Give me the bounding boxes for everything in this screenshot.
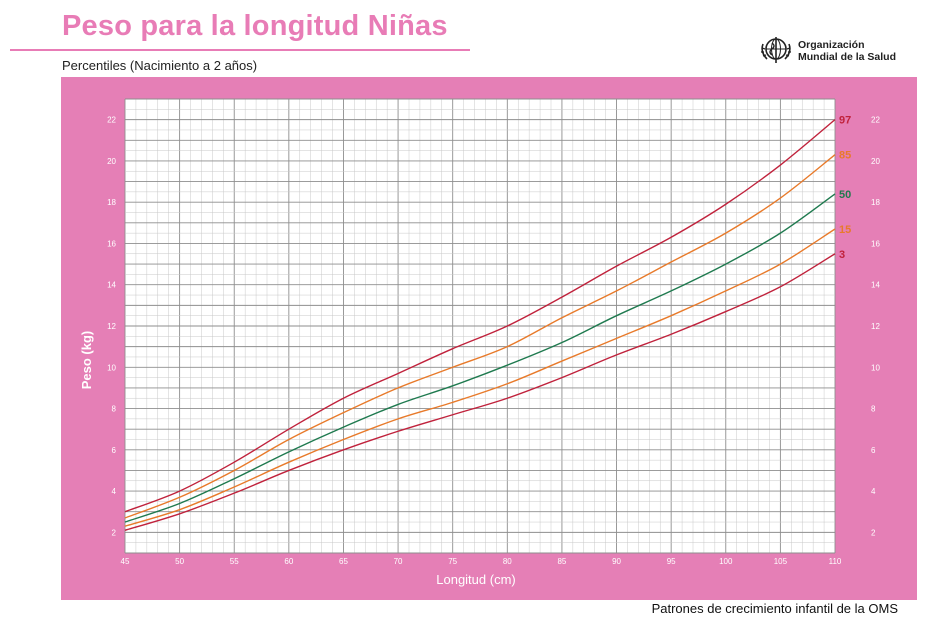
percentile-label-85: 85 [839, 150, 851, 162]
x-tick-label: 75 [448, 557, 457, 566]
title-rule [10, 49, 470, 51]
x-tick-label: 45 [121, 557, 130, 566]
y-tick-label-left: 16 [107, 239, 116, 248]
percentile-label-15: 15 [839, 224, 851, 236]
percentile-label-97: 97 [839, 115, 851, 127]
x-tick-label: 110 [829, 557, 842, 566]
y-tick-label-right: 6 [871, 446, 876, 455]
x-tick-label: 90 [612, 557, 621, 566]
page-title: Peso para la longitud Niñas [62, 10, 448, 42]
y-tick-label-left: 2 [112, 528, 117, 537]
y-tick-label-right: 22 [871, 116, 880, 125]
footer-text: Patrones de crecimiento infantil de la O… [651, 601, 898, 616]
x-tick-label: 65 [339, 557, 348, 566]
x-tick-label: 100 [719, 557, 733, 566]
y-tick-label-right: 18 [871, 198, 880, 207]
series-layer: 97 85 50 15 3 [124, 115, 851, 531]
x-tick-label: 85 [557, 557, 566, 566]
y-tick-label-left: 4 [112, 487, 117, 496]
y-tick-label-left: 6 [112, 446, 117, 455]
x-tick-label: 95 [667, 557, 676, 566]
y-tick-label-left: 18 [107, 198, 116, 207]
y-tick-label-right: 10 [871, 363, 880, 372]
y-tick-label-right: 4 [871, 487, 876, 496]
y-tick-label-right: 20 [871, 157, 880, 166]
x-tick-label: 50 [175, 557, 184, 566]
org-name: Organización Mundial de la Salud [798, 39, 896, 63]
y-tick-label-left: 14 [107, 281, 116, 290]
y-tick-label-left: 8 [112, 405, 117, 414]
x-axis-label: Longitud (cm) [436, 572, 515, 587]
x-tick-label: 70 [394, 557, 403, 566]
y-tick-label-right: 12 [871, 322, 880, 331]
who-emblem-icon [761, 37, 791, 63]
grid-layer [124, 98, 836, 554]
x-tick-label: 80 [503, 557, 512, 566]
percentile-line-85 [124, 154, 836, 519]
org-logo: Organización Mundial de la Salud [758, 34, 896, 68]
y-tick-label-right: 8 [871, 405, 876, 414]
y-tick-label-right: 2 [871, 528, 876, 537]
x-tick-label: 105 [774, 557, 788, 566]
y-tick-label-right: 16 [871, 239, 880, 248]
y-tick-label-left: 20 [107, 157, 116, 166]
y-axis-label: Peso (kg) [79, 331, 94, 390]
y-tick-label-left: 12 [107, 322, 116, 331]
y-tick-label-left: 10 [107, 363, 116, 372]
org-name-line1: Organización [798, 39, 865, 51]
y-tick-label-right: 14 [871, 281, 880, 290]
percentile-label-50: 50 [839, 189, 851, 201]
percentile-line-3 [124, 253, 836, 531]
page-subtitle: Percentiles (Nacimiento a 2 años) [62, 58, 258, 73]
x-tick-label: 60 [284, 557, 293, 566]
percentile-line-15 [124, 228, 836, 527]
percentile-label-3: 3 [839, 249, 845, 261]
y-tick-label-left: 22 [107, 116, 116, 125]
percentile-line-97 [124, 119, 836, 513]
org-name-line2: Mundial de la Salud [798, 51, 897, 63]
x-tick-label: 55 [230, 557, 239, 566]
percentile-line-50 [124, 193, 836, 523]
